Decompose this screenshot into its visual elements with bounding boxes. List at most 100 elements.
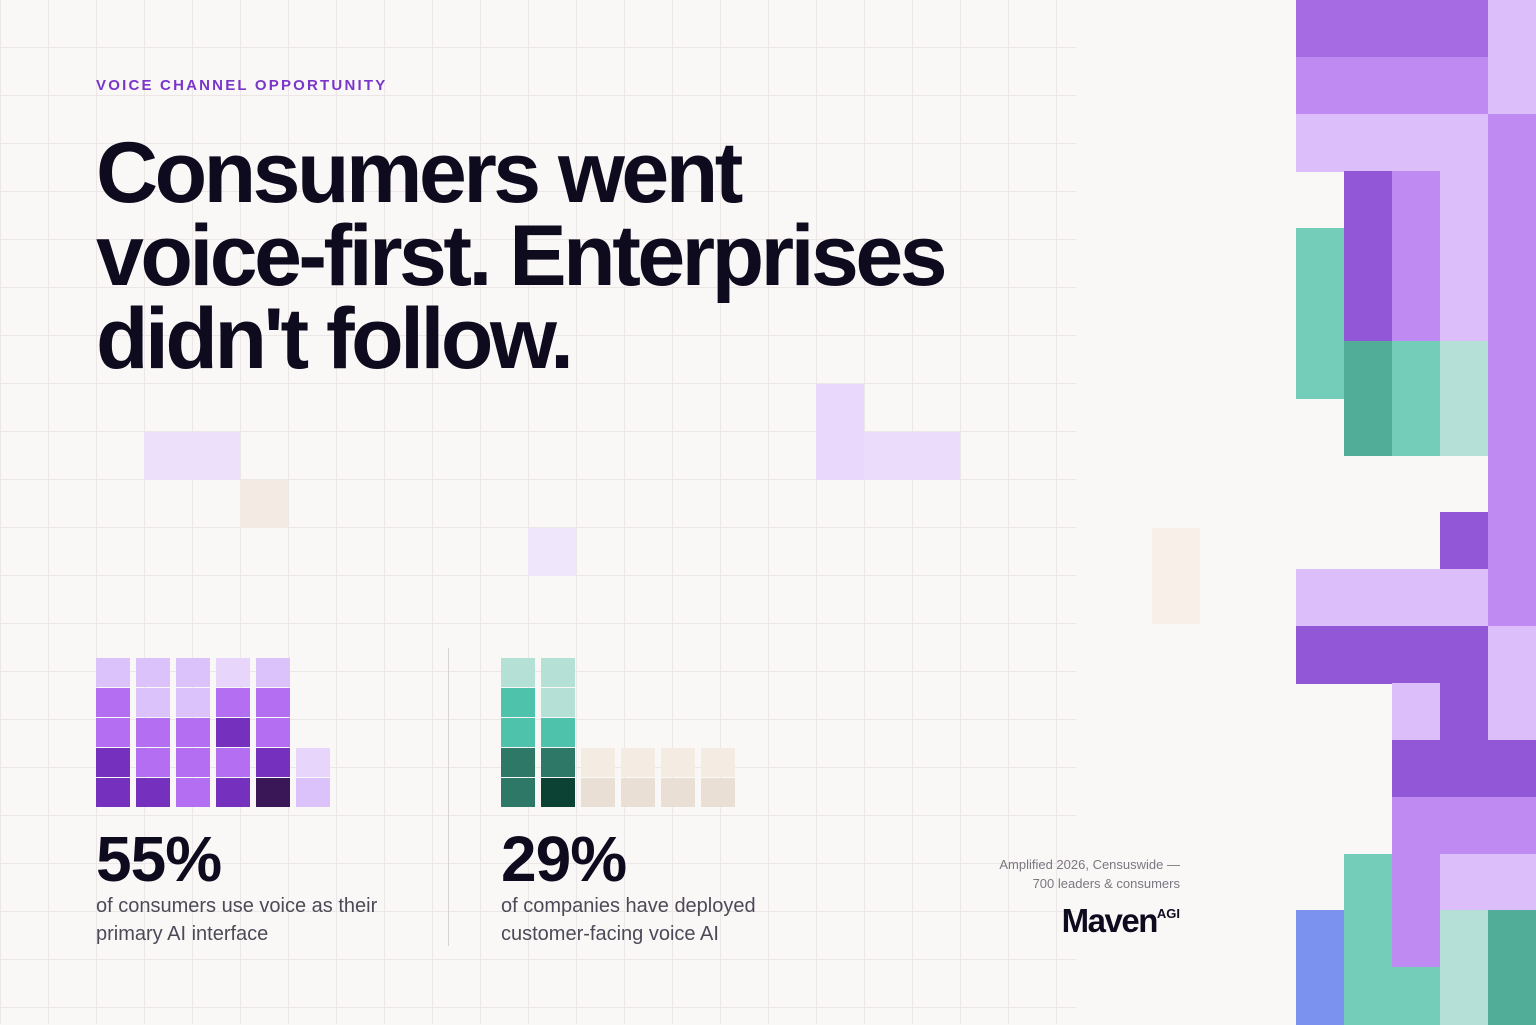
tile	[701, 778, 735, 807]
tile	[581, 778, 615, 807]
tile	[1392, 57, 1440, 115]
brand: Maven	[1061, 902, 1159, 939]
tile	[1344, 0, 1392, 58]
tile	[581, 748, 615, 777]
tile	[1344, 171, 1392, 229]
tile	[96, 718, 130, 747]
tile	[621, 748, 655, 777]
tile	[1488, 171, 1536, 229]
tile	[1440, 626, 1488, 684]
tile	[701, 748, 735, 777]
tile	[501, 778, 535, 807]
tile	[661, 778, 695, 807]
tile	[1344, 910, 1392, 968]
tile	[256, 688, 290, 717]
source: Amplified 2026, Censuswide — 700 leaders…	[999, 855, 1180, 893]
tile	[216, 658, 250, 687]
brand-sup: AGI	[1156, 906, 1180, 921]
tile	[176, 658, 210, 687]
tile	[136, 658, 170, 687]
tile	[541, 718, 575, 747]
tile	[1488, 57, 1536, 115]
tile	[1296, 341, 1344, 399]
tile	[1296, 0, 1344, 58]
tile	[1440, 171, 1488, 229]
tile	[1488, 797, 1536, 855]
tile	[1440, 512, 1488, 570]
tile	[1296, 569, 1344, 627]
tile	[1440, 910, 1488, 968]
tile	[176, 718, 210, 747]
stat-caption: of consumers use voice as their primary …	[96, 895, 378, 945]
tile	[216, 748, 250, 777]
tile	[501, 658, 535, 687]
tile	[541, 688, 575, 717]
tile	[1440, 683, 1488, 741]
tile	[1440, 797, 1488, 855]
tile	[1440, 740, 1488, 798]
tile	[1296, 626, 1344, 684]
tile	[661, 748, 695, 777]
tile	[176, 748, 210, 777]
tile	[501, 748, 535, 777]
tile	[1392, 398, 1440, 456]
tile	[1440, 569, 1488, 627]
brand-logo: MavenAGI	[1062, 902, 1180, 940]
tile	[1392, 683, 1440, 741]
tile	[1296, 910, 1344, 968]
tile	[1296, 228, 1344, 286]
tile	[1488, 114, 1536, 172]
tile	[256, 658, 290, 687]
tile	[1440, 0, 1488, 58]
tile	[1344, 854, 1392, 912]
tile	[1344, 398, 1392, 456]
tile	[541, 658, 575, 687]
tile	[541, 778, 575, 807]
tile	[1488, 341, 1536, 399]
source-line: 700 leaders & consumers	[1032, 876, 1180, 891]
tile	[1392, 626, 1440, 684]
tile	[1392, 228, 1440, 286]
stat-caption: of companies have deployed customer-faci…	[501, 895, 756, 945]
tile	[1392, 285, 1440, 343]
tile	[1392, 967, 1440, 1025]
tile	[1296, 967, 1344, 1025]
background-grid	[0, 0, 1076, 1024]
stat-value: 29%	[501, 823, 627, 895]
tile	[296, 778, 330, 807]
tile	[240, 480, 288, 528]
tile	[96, 778, 130, 807]
tile	[216, 778, 250, 807]
tile	[1392, 341, 1440, 399]
tile	[541, 748, 575, 777]
tile	[256, 778, 290, 807]
tile	[1440, 228, 1488, 286]
tile	[1344, 114, 1392, 172]
title-line: Consumers went	[96, 125, 743, 221]
tile	[144, 432, 240, 480]
tile	[1344, 967, 1392, 1025]
tile	[1296, 285, 1344, 343]
tile	[1440, 285, 1488, 343]
tile	[1344, 285, 1392, 343]
tile	[136, 688, 170, 717]
tile	[1392, 910, 1440, 968]
tile	[1488, 512, 1536, 570]
tile	[1392, 569, 1440, 627]
tile	[136, 778, 170, 807]
tile	[1440, 114, 1488, 172]
tile	[528, 528, 576, 576]
tile	[96, 658, 130, 687]
tile	[1344, 57, 1392, 115]
tile	[1440, 398, 1488, 456]
tile	[1488, 228, 1536, 286]
stat-value: 55%	[96, 823, 222, 895]
tile	[501, 718, 535, 747]
tile	[1344, 569, 1392, 627]
tile	[1344, 228, 1392, 286]
tile	[256, 718, 290, 747]
tile	[1488, 910, 1536, 968]
tile	[1488, 285, 1536, 343]
tile	[1488, 398, 1536, 456]
tile	[296, 748, 330, 777]
